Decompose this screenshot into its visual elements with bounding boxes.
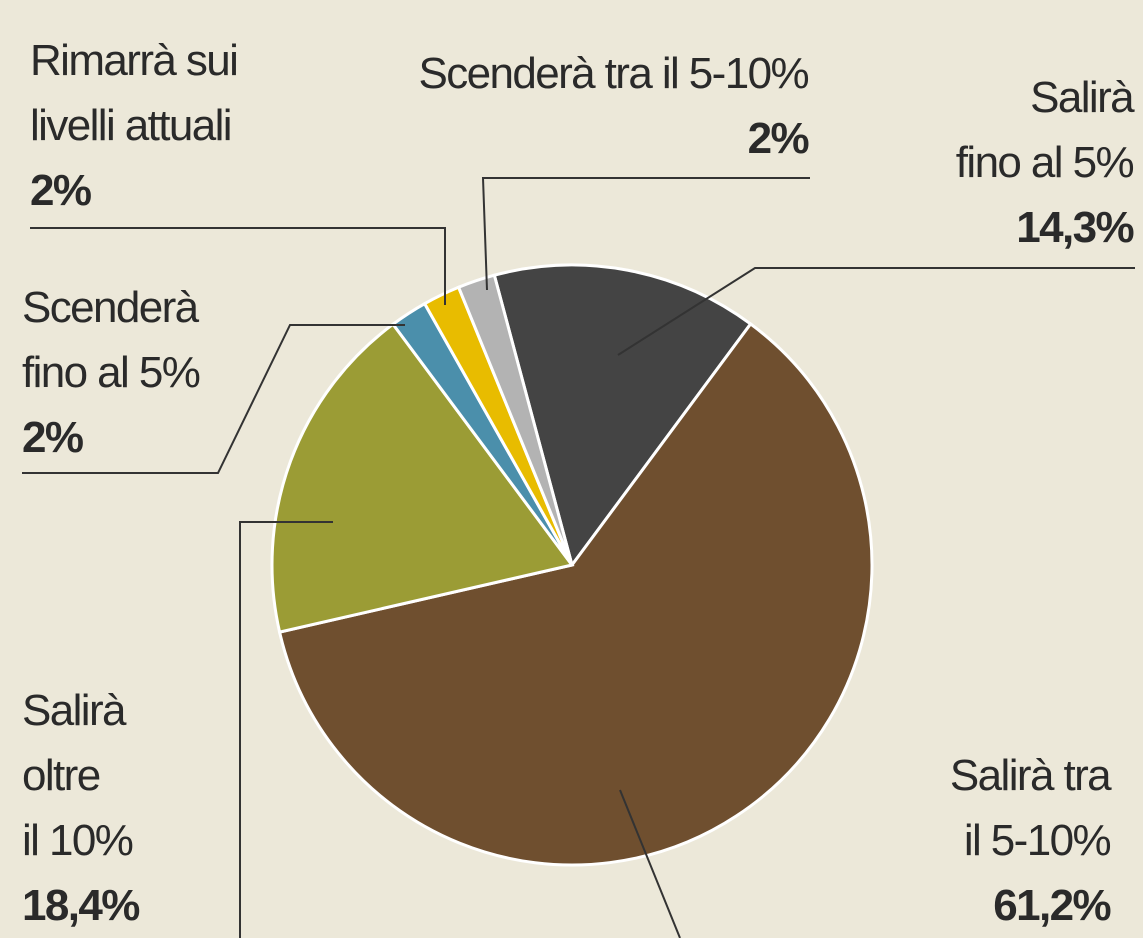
leader-line [617, 267, 1135, 356]
slice [270, 322, 575, 634]
slice-label: Scenderà fino al 5% [22, 283, 200, 397]
leader-lines [22, 177, 1135, 938]
slice-label-line: il 10% [22, 816, 133, 865]
leader-line [22, 324, 405, 474]
leader-line [481, 177, 810, 291]
slice-label-line: fino al 5% [956, 138, 1134, 187]
slice-label: Rimarrà sui livelli attuali [30, 36, 237, 150]
labels: Salirà fino al 5% 14,3% Salirà tra il 5-10% 6… [22, 36, 1137, 930]
slice-label-line: Salirà tra [950, 751, 1112, 800]
slice-label-line: livelli attuali [30, 101, 231, 150]
slice-label-line: fino al 5% [22, 348, 200, 397]
slice-label-line: Salirà [1030, 73, 1135, 122]
slice-label: Salirà fino al 5% [956, 73, 1135, 187]
value-label: 18,4% [22, 881, 139, 930]
slice-label: Salirà oltre il 10% [22, 686, 133, 865]
slice [492, 263, 753, 569]
slice [456, 273, 574, 566]
leader-line [30, 227, 446, 305]
slice [277, 321, 874, 867]
slice-label-line: il 5-10% [964, 816, 1111, 865]
slice-label-line: Salirà [22, 686, 127, 735]
value-label: 14,3% [1016, 203, 1133, 252]
slice-label-line: Scenderà tra il 5-10% [418, 49, 808, 98]
slice-label-line: oltre [22, 751, 100, 800]
slice-label: Salirà tra il 5-10% [950, 751, 1112, 865]
value-label: 2% [30, 166, 91, 215]
leader-line [619, 789, 681, 938]
slice-label: Scenderà tra il 5-10% [418, 49, 808, 98]
leader-line [239, 521, 333, 938]
value-label: 2% [748, 114, 809, 163]
slice-label-line: Rimarrà sui [30, 36, 237, 85]
value-label: 61,2% [993, 881, 1110, 930]
value-label: 2% [22, 413, 83, 462]
slice-label-line: Scenderà [22, 283, 200, 332]
pie [270, 263, 874, 867]
